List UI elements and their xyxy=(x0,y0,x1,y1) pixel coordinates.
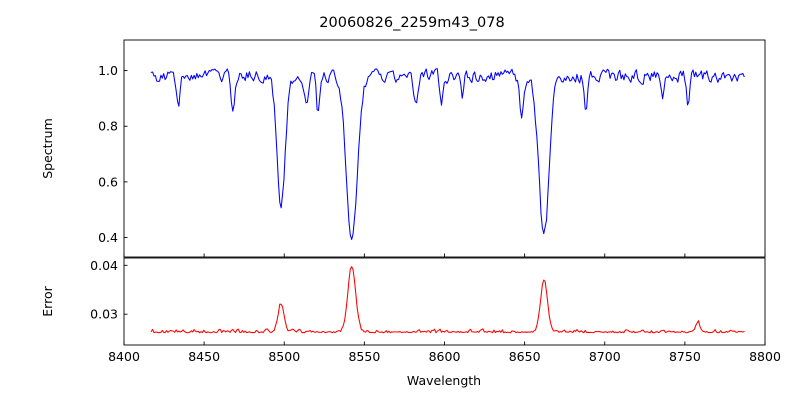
x-tick-label: 8750 xyxy=(669,349,701,364)
spectrum-panel: 0.4 0.6 0.8 1.0 Spectrum xyxy=(40,39,766,258)
y-tick-label: 0.8 xyxy=(98,119,118,134)
x-tick-label: 8650 xyxy=(509,349,541,364)
page-title: 20060826_2259m43_078 xyxy=(319,15,504,31)
x-tick-label: 8800 xyxy=(749,349,781,364)
y-tick-label: 0.4 xyxy=(98,230,118,245)
x-tick-label: 8500 xyxy=(268,349,300,364)
y-tick-label: 0.6 xyxy=(98,174,118,189)
spectrum-series-line xyxy=(150,68,745,241)
error-panel: 8400 8450 8500 8550 8600 8650 8700 8750 8800 0.03… xyxy=(40,257,781,364)
x-axis-label: Wavelength xyxy=(407,373,481,388)
y-tick-label: 0.04 xyxy=(90,258,118,273)
x-tick-label: 8600 xyxy=(429,349,461,364)
y-axis-label: Spectrum xyxy=(40,118,55,179)
error-series-line xyxy=(150,266,745,334)
y-axis-label: Error xyxy=(40,285,55,316)
x-tick-label: 8550 xyxy=(348,349,380,364)
x-tick-label: 8700 xyxy=(589,349,621,364)
x-tick-label: 8400 xyxy=(108,349,140,364)
x-tick-label: 8450 xyxy=(188,349,220,364)
y-tick-label: 1.0 xyxy=(98,63,118,78)
y-tick-label: 0.03 xyxy=(90,307,118,322)
